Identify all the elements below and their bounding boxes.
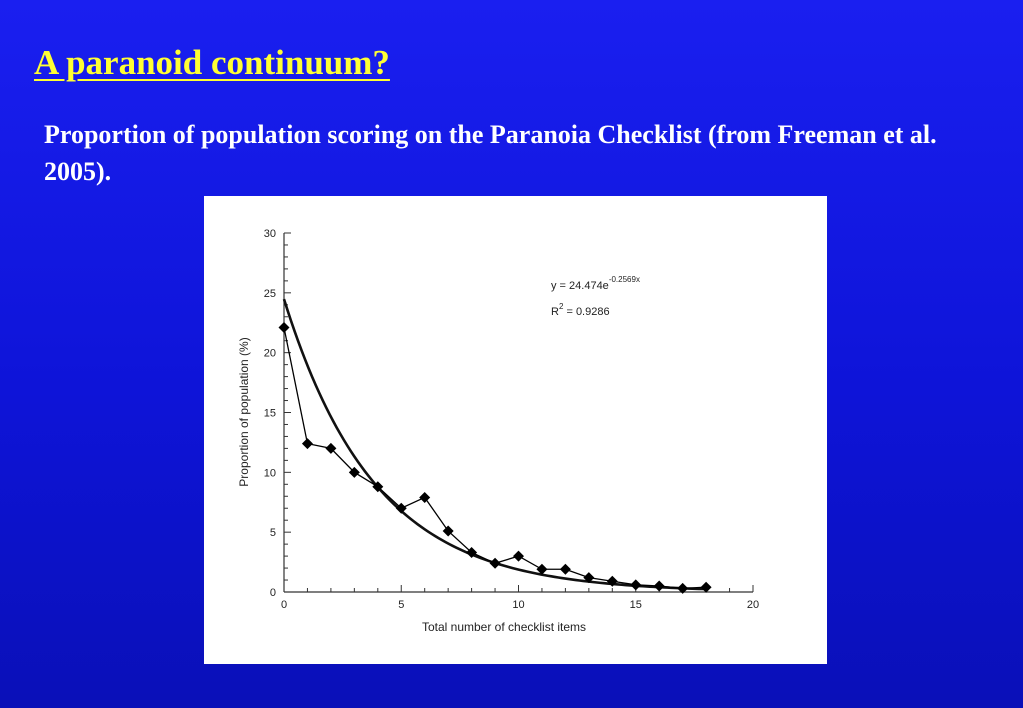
- x-tick-label: 5: [398, 599, 404, 611]
- data-point-marker: [630, 579, 642, 591]
- data-point-marker: [395, 502, 407, 514]
- ticks-layer: 0 5 10 15 20 25 30 0 5 10 15 20: [264, 228, 759, 611]
- x-tick-label: 0: [281, 599, 287, 611]
- y-tick-label: 30: [264, 228, 276, 240]
- y-tick-label: 10: [264, 467, 276, 479]
- data-point-marker: [606, 575, 618, 587]
- data-point-marker: [489, 557, 501, 569]
- chart-panel: 0 5 10 15 20 25 30 0 5 10 15 20 Total number of che…: [204, 196, 827, 664]
- data-point-marker: [325, 442, 337, 454]
- data-line: [283, 327, 707, 590]
- data-point-marker: [372, 481, 384, 493]
- y-tick-label: 5: [270, 527, 276, 539]
- data-point-marker: [348, 466, 360, 478]
- data-point-marker: [653, 580, 665, 592]
- data-point-marker: [700, 581, 712, 593]
- data-point-marker: [466, 547, 478, 559]
- fit-curve: [282, 298, 707, 591]
- data-point-marker: [301, 438, 313, 450]
- r2-label: R: [551, 306, 559, 318]
- y-tick-label: 25: [264, 288, 276, 300]
- data-point-marker: [677, 582, 689, 594]
- x-tick-label: 15: [630, 599, 642, 611]
- data-point-marker: [536, 563, 548, 575]
- x-tick-label: 10: [512, 599, 524, 611]
- chart-svg: 0 5 10 15 20 25 30 0 5 10 15 20 Total number of che…: [237, 228, 759, 634]
- x-axis-title: Total number of checklist items: [422, 620, 586, 634]
- fit-equation-base: y = 24.474e: [551, 280, 609, 292]
- data-point-marker: [278, 322, 290, 334]
- y-axis-title: Proportion of population (%): [237, 337, 251, 486]
- fit-equation: y = 24.474e-0.2569x: [551, 275, 640, 292]
- x-tick-label: 20: [747, 599, 759, 611]
- fit-equation-exponent: -0.2569x: [609, 275, 640, 284]
- r2-superscript: 2: [559, 302, 564, 311]
- r2-value: = 0.9286: [563, 306, 609, 318]
- data-point-marker: [559, 563, 571, 575]
- slide-title: A paranoid continuum?: [34, 43, 390, 82]
- y-tick-label: 15: [264, 408, 276, 420]
- y-tick-label: 20: [264, 348, 276, 360]
- slide-subtitle: Proportion of population scoring on the …: [44, 120, 937, 186]
- data-point-marker: [513, 550, 524, 562]
- data-point-marker: [419, 491, 431, 503]
- data-point-marker: [442, 525, 454, 537]
- fit-r-squared: R2 = 0.9286: [551, 302, 610, 318]
- y-tick-label: 0: [270, 587, 276, 599]
- markers-layer: [278, 322, 712, 594]
- data-point-marker: [583, 572, 595, 584]
